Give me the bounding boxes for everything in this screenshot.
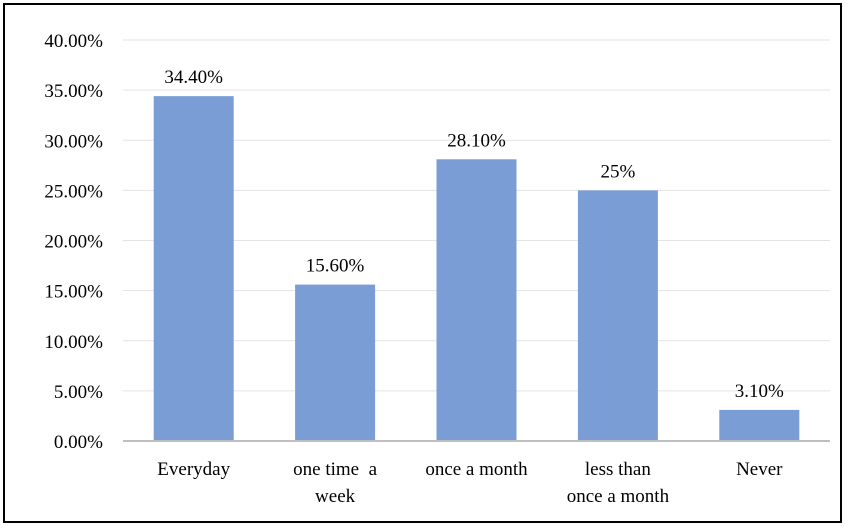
x-axis-category-labels: Everyday one time a week once a month less t… xyxy=(157,459,783,507)
x-category-label: Everyday xyxy=(157,459,230,480)
data-label: 28.10% xyxy=(447,130,506,151)
bar xyxy=(295,284,376,441)
bar-chart: 0.00% 5.00% 10.00% 15.00% 20.00% 25.00% 30.00%… xyxy=(44,31,830,507)
x-category-label: once a month xyxy=(567,486,670,507)
data-label: 3.10% xyxy=(735,381,784,402)
x-category-label: Never xyxy=(736,459,783,480)
bar xyxy=(153,96,234,441)
y-tick-label: 5.00% xyxy=(54,382,103,403)
y-tick-label: 25.00% xyxy=(44,181,103,202)
y-axis-tick-labels: 0.00% 5.00% 10.00% 15.00% 20.00% 25.00% 30.00%… xyxy=(44,31,103,453)
y-tick-label: 15.00% xyxy=(44,282,103,303)
y-tick-label: 35.00% xyxy=(44,81,103,102)
x-category-label: once a month xyxy=(425,459,528,480)
bars xyxy=(153,96,800,442)
x-category-label: week xyxy=(315,486,356,507)
y-tick-label: 30.00% xyxy=(44,131,103,152)
x-category-label: less than xyxy=(585,459,651,480)
bar xyxy=(436,159,517,442)
y-tick-label: 0.00% xyxy=(54,432,103,453)
data-label: 25% xyxy=(600,161,635,182)
chart-frame: 0.00% 5.00% 10.00% 15.00% 20.00% 25.00% 30.00%… xyxy=(3,3,842,523)
data-label: 15.60% xyxy=(306,256,365,277)
bar xyxy=(719,409,800,441)
y-tick-label: 20.00% xyxy=(44,232,103,253)
bar xyxy=(577,190,658,441)
x-category-label: one time a xyxy=(293,459,377,480)
y-tick-label: 10.00% xyxy=(44,332,103,353)
data-labels: 34.40% 15.60% 28.10% 25% 3.10% xyxy=(164,67,784,402)
y-tick-label: 40.00% xyxy=(44,31,103,52)
data-label: 34.40% xyxy=(164,67,223,88)
